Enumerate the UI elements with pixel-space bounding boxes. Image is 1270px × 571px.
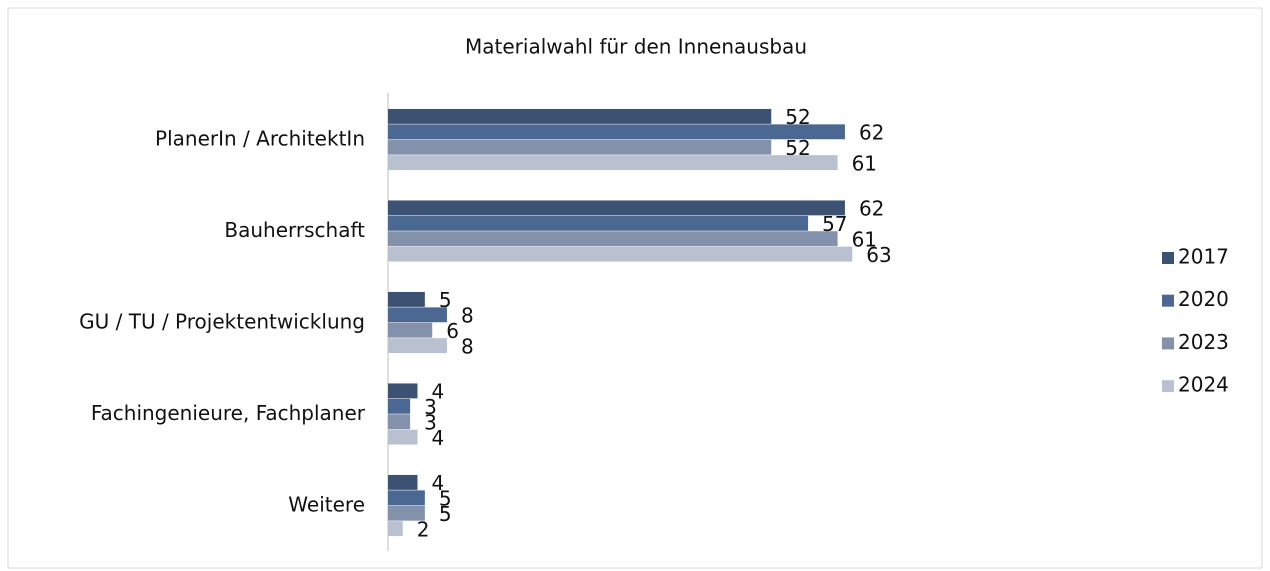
legend-label: 2020 [1178,287,1229,311]
data-label: 8 [461,304,474,328]
bar [388,414,411,430]
bar [388,490,425,506]
legend-swatch [1162,252,1174,264]
bar [388,474,418,490]
category-label: GU / TU / Projektentwicklung [79,309,365,333]
bar [388,246,853,262]
legend-label: 2017 [1178,245,1229,269]
data-label: 62 [859,197,884,221]
data-label: 8 [461,334,474,358]
data-label: 4 [431,426,444,450]
data-label: 5 [439,288,452,312]
legend-label: 2024 [1178,373,1229,397]
data-label: 6 [446,319,459,343]
category-label: Fachingenieure, Fachplaner [91,401,366,425]
bar [388,124,845,140]
bar [388,231,838,247]
bar [388,155,838,171]
data-label: 4 [431,380,444,404]
data-label: 4 [431,471,444,495]
bar [388,215,809,231]
legend-swatch [1162,294,1174,307]
data-label: 5 [439,487,452,511]
data-label: 63 [866,243,891,267]
bar [388,291,425,307]
bar [388,322,433,338]
bar [388,307,447,323]
bar [388,429,418,445]
data-label: 61 [852,227,877,251]
data-label: 3 [424,410,437,434]
legend-swatch [1162,337,1174,350]
bar [388,338,447,354]
data-label: 3 [424,395,437,419]
bar [388,505,425,521]
category-label: Bauherrschaft [224,218,365,242]
data-label: 5 [439,502,452,526]
bar [388,383,418,399]
bar [388,139,772,155]
category-label: PlanerIn / ArchitektIn [155,126,365,150]
category-label: Weitere [288,492,365,516]
legend-label: 2023 [1178,330,1229,354]
chart-title: Materialwahl für den Innenausbau [465,35,807,59]
data-label: 62 [859,121,884,145]
data-label: 2 [417,517,430,541]
chart-border [7,7,1263,569]
bar [388,521,403,537]
legend-swatch [1162,380,1174,393]
data-label: 61 [852,151,877,175]
bar [388,398,411,414]
bar [388,108,772,124]
bar [388,200,845,216]
data-label: 52 [785,105,810,129]
